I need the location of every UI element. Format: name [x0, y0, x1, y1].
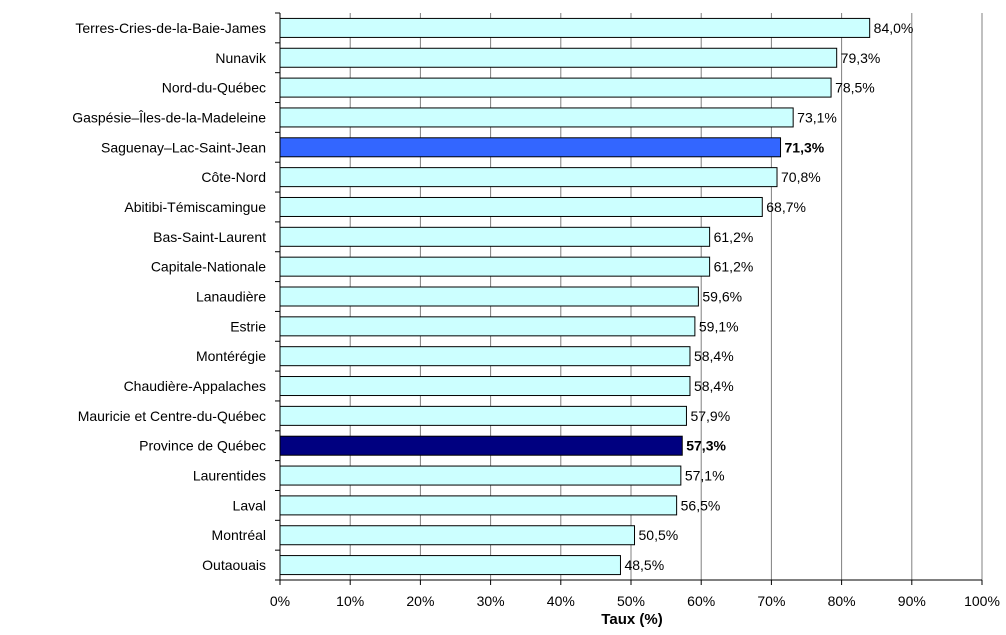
- data-label: 50,5%: [639, 527, 679, 543]
- data-label: 58,4%: [694, 378, 734, 394]
- bar: [279, 346, 691, 367]
- x-tick-label: 10%: [336, 593, 364, 609]
- category-label: Montréal: [212, 527, 266, 543]
- bar: [279, 286, 699, 307]
- x-tick-label: 30%: [477, 593, 505, 609]
- x-tick-label: 50%: [617, 593, 645, 609]
- bar: [279, 495, 678, 516]
- category-label: Province de Québec: [139, 438, 266, 454]
- bar: [279, 525, 636, 546]
- x-tick-label: 0%: [270, 593, 290, 609]
- bar: [279, 435, 683, 456]
- category-label: Montérégie: [196, 348, 266, 364]
- category-label: Nord-du-Québec: [162, 80, 266, 96]
- data-label: 71,3%: [785, 139, 825, 155]
- category-label: Nunavik: [215, 50, 267, 66]
- x-tick-label: 80%: [828, 593, 856, 609]
- category-label: Chaudière-Appalaches: [124, 378, 266, 394]
- bar: [279, 555, 621, 576]
- x-tick-label: 70%: [757, 593, 785, 609]
- category-label: Mauricie et Centre-du-Québec: [78, 408, 266, 424]
- data-label: 78,5%: [835, 80, 875, 96]
- data-label: 56,5%: [681, 497, 721, 513]
- bar: [279, 77, 832, 98]
- bar: [279, 316, 696, 337]
- x-axis-title: Taux (%): [601, 611, 662, 628]
- category-label: Laurentides: [193, 468, 266, 484]
- bar: [279, 137, 782, 158]
- bar: [279, 256, 711, 277]
- data-label: 57,3%: [686, 438, 726, 454]
- data-label: 61,2%: [714, 229, 754, 245]
- data-label: 57,9%: [690, 408, 730, 424]
- x-tick-label: 20%: [406, 593, 434, 609]
- data-label: 68,7%: [766, 199, 806, 215]
- category-label: Gaspésie–Îles-de-la-Madeleine: [72, 109, 266, 125]
- category-label: Lanaudière: [196, 289, 266, 305]
- bar: [279, 226, 711, 247]
- data-label: 84,0%: [874, 20, 914, 36]
- labels: 0% 10% 20% 30% 40% 50% 60% 70% 80% 90% 100% Terres-…: [72, 20, 1000, 609]
- category-label: Laval: [233, 497, 266, 513]
- data-label: 59,6%: [702, 289, 742, 305]
- data-label: 57,1%: [685, 468, 725, 484]
- bar: [279, 17, 871, 38]
- x-tick-label: 100%: [964, 593, 1000, 609]
- bar: [279, 405, 687, 426]
- bar: [279, 376, 691, 397]
- bar: [279, 167, 778, 188]
- bar: [279, 47, 838, 68]
- data-label: 48,5%: [624, 557, 664, 573]
- data-label: 58,4%: [694, 348, 734, 364]
- category-label: Abitibi-Témiscamingue: [124, 199, 266, 215]
- bar: [279, 465, 682, 486]
- category-label: Estrie: [230, 318, 266, 334]
- category-label: Capitale-Nationale: [151, 259, 266, 275]
- x-tick-label: 40%: [547, 593, 575, 609]
- x-tick-label: 90%: [898, 593, 926, 609]
- x-tick-label: 60%: [687, 593, 715, 609]
- category-label: Terres-Cries-de-la-Baie-James: [75, 20, 266, 36]
- bars: [279, 17, 871, 576]
- data-label: 59,1%: [699, 318, 739, 334]
- category-label: Outaouais: [202, 557, 266, 573]
- data-label: 61,2%: [714, 259, 754, 275]
- category-label: Bas-Saint-Laurent: [153, 229, 266, 245]
- axes: [275, 12, 983, 585]
- category-label: Saguenay–Lac-Saint-Jean: [101, 139, 266, 155]
- data-label: 73,1%: [797, 109, 837, 125]
- data-label: 79,3%: [841, 50, 881, 66]
- bar: [279, 196, 763, 217]
- bar: [279, 107, 794, 128]
- data-label: 70,8%: [781, 169, 821, 185]
- category-label: Côte-Nord: [201, 169, 266, 185]
